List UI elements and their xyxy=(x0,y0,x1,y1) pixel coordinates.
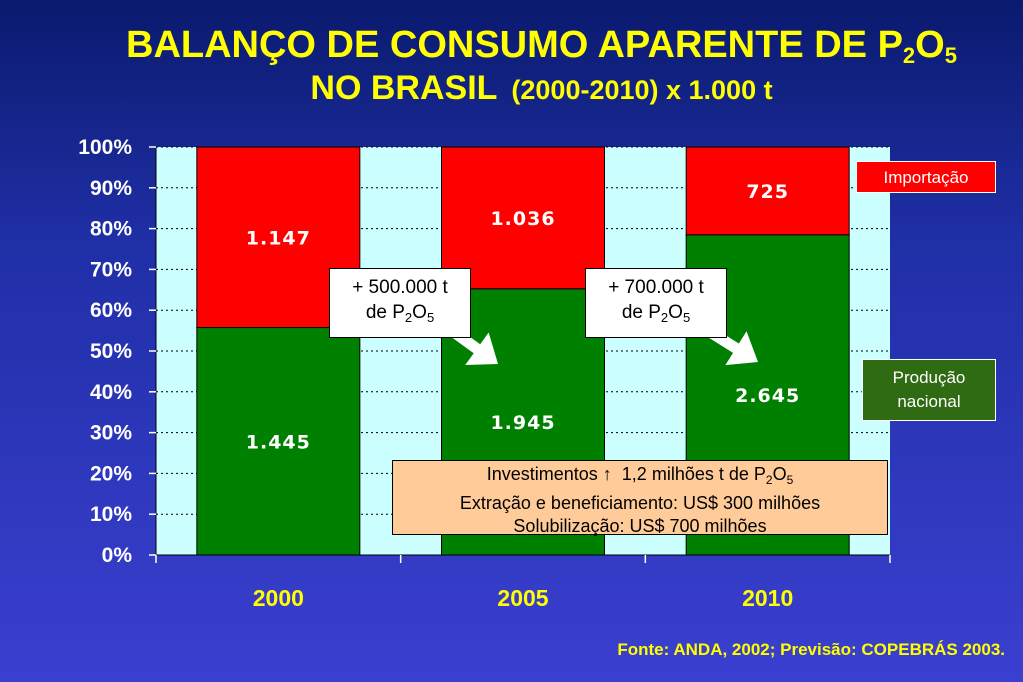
investments-line-1: Investimentos ↑ 1,2 milhões t de P2O5 xyxy=(486,464,794,487)
y-tick-label: 10% xyxy=(90,503,132,526)
data-label-producao-2010: 2.645 xyxy=(735,385,800,407)
y-tick-label: 100% xyxy=(78,136,132,159)
data-label-importacao-2010: 725 xyxy=(746,181,789,203)
bar-importacao-2010 xyxy=(685,146,850,236)
legend-importacao: Importação xyxy=(856,161,996,193)
y-tick-label: 0% xyxy=(102,544,133,567)
y-tick-label: 30% xyxy=(90,422,132,445)
data-label-importacao-2005: 1.036 xyxy=(490,208,555,230)
category-label-2010: 2010 xyxy=(742,585,793,611)
legend-producao-nacional: Produção nacional xyxy=(862,359,996,421)
investments-line-2: Extração e beneficiamento: US$ 300 milhõ… xyxy=(459,493,821,513)
chart-title: BALANÇO DE CONSUMO APARENTE DE P2O5 NO B… xyxy=(0,24,1023,107)
category-label-2005: 2005 xyxy=(497,585,548,611)
title-line-1: BALANÇO DE CONSUMO APARENTE DE P2O5 xyxy=(126,24,957,68)
data-label-importacao-2000: 1.147 xyxy=(246,227,311,249)
source-note: Fonte: ANDA, 2002; Previsão: COPEBRÁS 20… xyxy=(617,640,1005,659)
callout-500k: + 500.000 t de P2O5 xyxy=(329,268,471,338)
y-tick-label: 60% xyxy=(90,299,132,322)
investments-line-3: Solubilização: US$ 700 milhões xyxy=(513,516,767,536)
data-label-producao-2000: 1.445 xyxy=(246,431,311,453)
investments-box: Investimentos ↑ 1,2 milhões t de P2O5 Ex… xyxy=(392,460,888,536)
category-label-2000: 2000 xyxy=(253,585,304,611)
y-tick-label: 40% xyxy=(90,381,132,404)
up-arrow-icon: ↑ xyxy=(602,464,612,484)
y-tick-label: 50% xyxy=(90,340,132,363)
callout-500k-line-2: de P2O5 xyxy=(365,302,435,325)
legend-prod-line-2: nacional xyxy=(897,392,961,411)
callout-700k: + 700.000 t de P2O5 xyxy=(585,268,727,338)
title-line-2: NO BRASIL (2000-2010) x 1.000 t xyxy=(310,68,773,107)
callout-700k-line-2: de P2O5 xyxy=(621,302,691,325)
y-tick-label: 20% xyxy=(90,462,132,485)
y-tick-label: 70% xyxy=(90,258,132,281)
bar-importacao-2005 xyxy=(441,146,605,290)
y-tick-label: 90% xyxy=(90,177,132,200)
data-label-producao-2005: 1.945 xyxy=(490,412,555,434)
callout-500k-line-1: + 500.000 t xyxy=(352,277,448,298)
y-tick-label: 80% xyxy=(90,218,132,241)
legend-prod-line-1: Produção xyxy=(892,368,966,387)
callout-700k-line-1: + 700.000 t xyxy=(608,277,704,298)
